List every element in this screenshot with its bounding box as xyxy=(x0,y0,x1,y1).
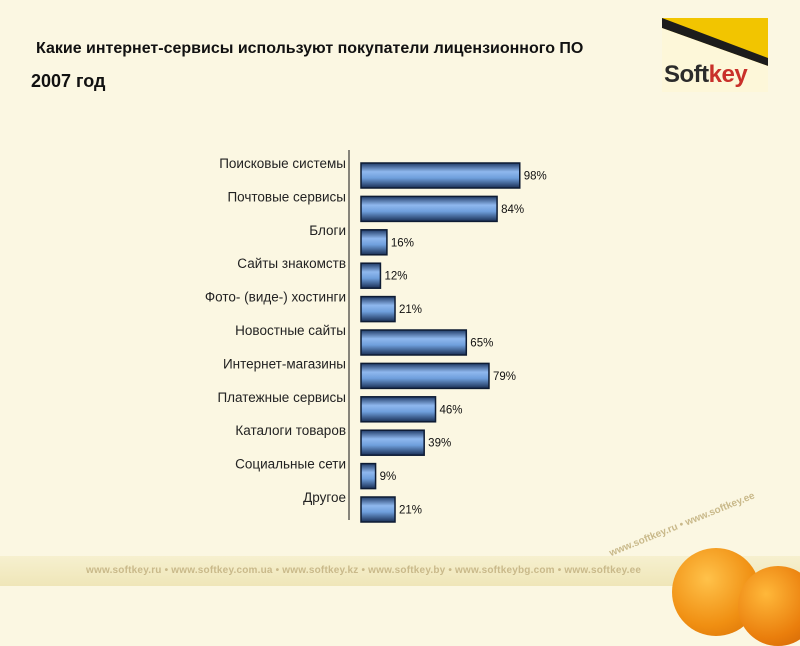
data-label: 39% xyxy=(428,438,451,450)
category-label: Новостные сайты xyxy=(235,323,346,338)
bar xyxy=(360,229,388,256)
chart-title: Какие интернет-сервисы используют покупа… xyxy=(36,40,584,57)
bar xyxy=(360,362,490,390)
chart-subtitle: 2007 год xyxy=(31,71,106,91)
bar xyxy=(360,195,498,223)
bar xyxy=(360,496,396,523)
data-label: 21% xyxy=(399,505,422,517)
logo-text-main: Soft xyxy=(664,61,709,88)
category-label: Каталоги товаров xyxy=(235,423,346,438)
softkey-logo-text: Softkey xyxy=(664,61,748,89)
category-label: Фото- (виде-) хостинги xyxy=(205,290,346,305)
category-label: Почтовые сервисы xyxy=(227,189,346,204)
category-label: Поисковые системы xyxy=(219,156,346,171)
data-label: 21% xyxy=(399,304,422,316)
data-label: 46% xyxy=(440,404,463,416)
data-label: 9% xyxy=(380,471,397,483)
bar xyxy=(360,396,437,423)
slide: Какие интернет-сервисы используют покупа… xyxy=(0,18,800,646)
data-label: 16% xyxy=(391,237,414,249)
category-label: Блоги xyxy=(309,223,346,238)
bar xyxy=(360,295,396,323)
bar-chart: Поисковые системы 98% Почтовые сервисы 84% Б… xyxy=(205,150,547,523)
footer-band xyxy=(0,556,800,586)
data-label: 65% xyxy=(470,338,493,350)
category-label: Другое xyxy=(303,490,346,505)
bar xyxy=(360,262,382,289)
category-label: Платежные сервисы xyxy=(217,390,346,405)
data-label: 79% xyxy=(493,371,516,383)
footer-links: www.softkey.ru • www.softkey.com.ua • ww… xyxy=(86,565,642,576)
category-label: Социальные сети xyxy=(235,457,346,472)
data-label: 98% xyxy=(524,171,547,183)
bar xyxy=(360,462,377,490)
softkey-logo-icon xyxy=(662,18,768,92)
data-label: 84% xyxy=(501,204,524,216)
bar xyxy=(360,329,468,356)
bar xyxy=(360,429,425,456)
logo-text-accent: key xyxy=(708,61,748,88)
bar xyxy=(360,162,521,189)
data-label: 12% xyxy=(384,271,407,283)
category-label: Сайты знакомств xyxy=(237,256,346,271)
category-label: Интернет-магазины xyxy=(223,356,346,371)
